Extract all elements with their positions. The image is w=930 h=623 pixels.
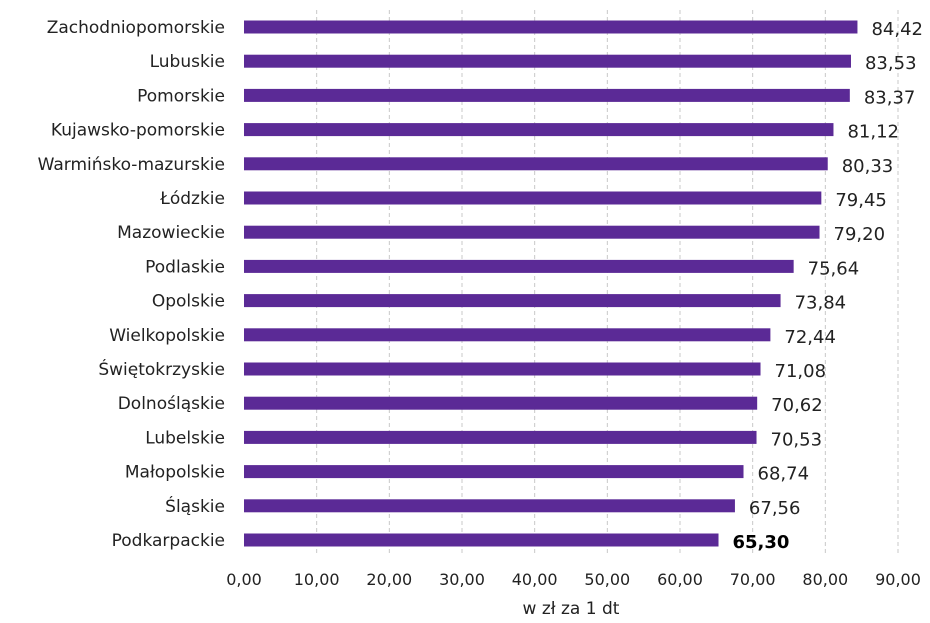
category-label: Warmińsko-mazurskie	[38, 155, 225, 175]
bar	[244, 465, 744, 479]
value-label: 75,64	[808, 258, 860, 279]
category-label: Podlaskie	[145, 257, 225, 277]
category-label: Pomorskie	[137, 86, 225, 106]
value-label: 83,53	[865, 53, 917, 74]
bar	[244, 88, 850, 102]
x-axis-title: w zł za 1 dt	[523, 599, 620, 619]
value-label: 83,37	[864, 87, 916, 108]
category-label: Dolnośląskie	[118, 394, 225, 414]
bar	[244, 294, 781, 308]
value-label: 79,45	[835, 190, 887, 211]
category-label: Podkarpackie	[112, 531, 225, 551]
value-label: 73,84	[795, 293, 847, 314]
x-tick-label: 50,00	[584, 570, 630, 589]
bar	[244, 157, 828, 171]
value-label: 68,74	[758, 464, 810, 485]
x-tick-label: 70,00	[730, 570, 776, 589]
bar	[244, 328, 771, 342]
category-label: Świętokrzyskie	[98, 358, 225, 380]
value-label: 70,53	[771, 429, 823, 450]
bar	[244, 191, 822, 205]
category-label: Łódzkie	[159, 189, 225, 209]
category-label: Wielkopolskie	[109, 326, 225, 346]
x-tick-label: 20,00	[366, 570, 412, 589]
value-label: 80,33	[842, 156, 894, 177]
bar	[244, 362, 761, 376]
bars	[244, 20, 858, 547]
category-label: Śląskie	[165, 495, 225, 517]
bar	[244, 259, 794, 273]
bar	[244, 20, 858, 34]
x-tick-label: 30,00	[439, 570, 485, 589]
x-tick-label: 0,00	[226, 570, 262, 589]
bar	[244, 533, 719, 547]
category-label: Lubuskie	[150, 52, 225, 72]
x-tick-label: 60,00	[657, 570, 703, 589]
bar	[244, 123, 834, 137]
category-label: Mazowieckie	[117, 223, 225, 243]
bar	[244, 430, 757, 444]
x-axis-ticks: 0,00 10,00 20,00 30,00 40,00 50,00 60,00 70,00 8…	[226, 570, 921, 589]
category-label: Kujawsko-pomorskie	[51, 121, 225, 141]
value-label: 70,62	[771, 395, 823, 416]
category-label: Małopolskie	[125, 463, 225, 483]
x-tick-label: 90,00	[875, 570, 921, 589]
value-label: 84,42	[871, 19, 923, 40]
category-label: Opolskie	[152, 292, 225, 312]
value-label: 71,08	[775, 361, 827, 382]
category-labels: Zachodniopomorskie Lubuskie Pomorskie Kujaw…	[38, 18, 225, 551]
value-label: 65,30	[733, 532, 790, 553]
value-labels: 84,42 83,53 83,37 81,12 80,33 79,45 79,20 75,64…	[733, 19, 923, 553]
x-tick-label: 10,00	[294, 570, 340, 589]
value-label: 81,12	[847, 122, 899, 143]
bar	[244, 54, 851, 68]
category-label: Zachodniopomorskie	[47, 18, 225, 38]
value-label: 67,56	[749, 498, 801, 519]
category-label: Lubelskie	[145, 428, 225, 448]
bar	[244, 499, 735, 513]
value-label: 72,44	[784, 327, 836, 348]
bar	[244, 396, 758, 410]
x-tick-label: 40,00	[512, 570, 558, 589]
bar	[244, 225, 820, 239]
value-label: 79,20	[834, 224, 886, 245]
x-tick-label: 80,00	[802, 570, 848, 589]
